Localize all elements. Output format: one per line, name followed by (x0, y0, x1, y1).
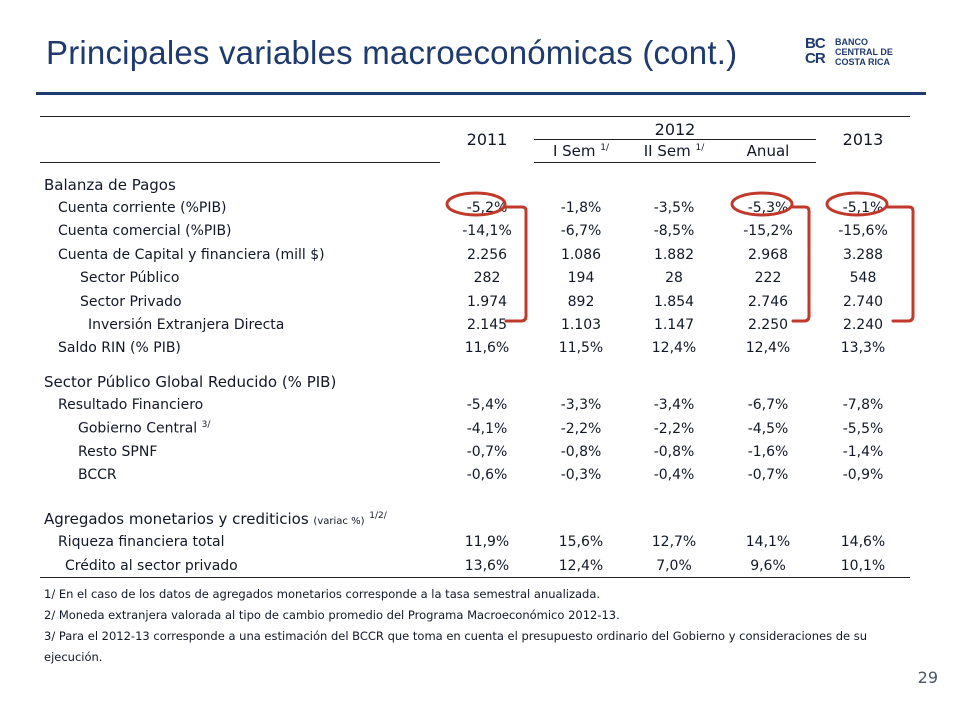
table-row: Inversión Extranjera Directa 2.145 1.103… (88, 317, 884, 334)
macro-table: 2011 2012 2013 I Sem 1/ II Sem 1/ Anual … (40, 116, 910, 579)
title-divider (36, 92, 926, 95)
section-balanza: Balanza de Pagos (44, 175, 176, 194)
footnote-3-cont: ejecución. (44, 650, 103, 664)
table-row: Saldo RIN (% PIB) 11,6% 11,5% 12,4% 12,4… (58, 340, 886, 357)
header-row-1: 2011 2012 2013 (40, 116, 910, 163)
table-row: Resto SPNF -0,7% -0,8% -0,8% -1,6% -1,4% (78, 443, 884, 460)
section-agregados: Agregados monetarios y crediticios (vari… (44, 509, 387, 528)
footnote-2: 2/ Moneda extranjera valorada al tipo de… (44, 608, 620, 622)
footnote-1: 1/ En el caso de los datos de agregados … (44, 587, 601, 601)
table-row: Cuenta corriente (%PIB) -5,2% -1,8% -3,5… (58, 200, 884, 217)
header-row-2: I Sem 1/ II Sem 1/ Anual (40, 139, 910, 163)
table-row: Cuenta comercial (%PIB) -14,1% -6,7% -8,… (58, 223, 888, 240)
table-row: Resultado Financiero -5,4% -3,3% -3,4% -… (58, 397, 884, 414)
logo-mark: BC CR (805, 35, 826, 67)
table-row: Cuenta de Capital y financiera (mill $) … (58, 246, 884, 263)
header-2013: 2013 (816, 116, 910, 163)
table-row: Gobierno Central 3/ -4,1% -2,2% -2,2% -4… (78, 420, 884, 437)
section-sector-publico: Sector Público Global Reducido (% PIB) (44, 372, 337, 391)
table-row: Sector Público 282 194 28 222 548 (80, 270, 877, 287)
header-anual: Anual (720, 139, 816, 163)
footnotes: 1/ En el caso de los datos de agregados … (44, 584, 904, 668)
table-row: Riqueza financiera total 11,9% 15,6% 12,… (58, 534, 886, 551)
header-i-sem: I Sem 1/ (534, 139, 628, 163)
header-2012: 2012 (534, 116, 816, 140)
table-row: Sector Privado 1.974 892 1.854 2.746 2.7… (80, 293, 884, 310)
page-title: Principales variables macroeconómicas (c… (46, 34, 738, 71)
logo-text: BANCO CENTRAL DE COSTA RICA (835, 37, 893, 67)
table-row: BCCR -0,6% -0,3% -0,4% -0,7% -0,9% (78, 467, 884, 484)
footnote-3: 3/ Para el 2012-13 corresponde a una est… (44, 629, 868, 643)
page-number: 29 (917, 668, 938, 687)
table-row: Crédito al sector privado 13,6% 12,4% 7,… (40, 553, 910, 579)
header-ii-sem: II Sem 1/ (628, 139, 720, 163)
bccr-logo: BC CR BANCO CENTRAL DE COSTA RICA (805, 36, 915, 72)
header-2011: 2011 (440, 116, 534, 163)
